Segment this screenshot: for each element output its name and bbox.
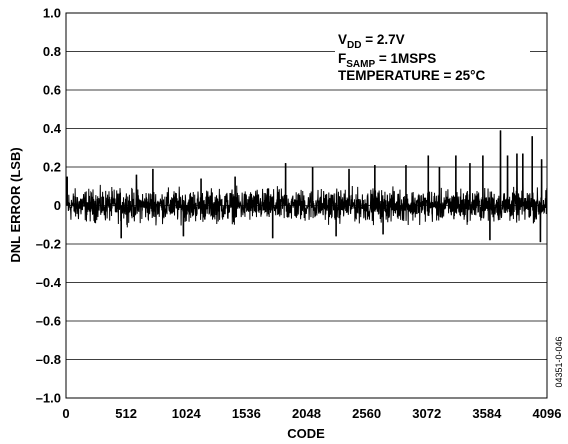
y-tick-label: 0: [54, 198, 61, 213]
dnl-series-line: [65, 130, 548, 243]
y-tick-label: –0.8: [36, 352, 61, 367]
y-tick-label: 0.6: [43, 83, 61, 98]
x-tick-label: 2048: [292, 406, 321, 421]
y-tick-label: –0.2: [36, 237, 61, 252]
y-tick-label: –0.4: [36, 275, 62, 290]
x-tick-label: 512: [115, 406, 137, 421]
y-tick-labels: 1.0 0.8 0.6 0.4 0.2 0 –0.2 –0.4 –0.6 –0.8 –1.0: [36, 6, 62, 406]
fsamp-annotation: FSAMP = 1MSPS: [338, 51, 436, 70]
y-tick-label: –0.6: [36, 314, 61, 329]
x-tick-label: 3584: [472, 406, 502, 421]
figure-id: 04351-0-046: [554, 336, 564, 387]
x-tick-label: 2560: [352, 406, 381, 421]
x-tick-label: 4096: [533, 406, 562, 421]
x-tick-label: 1024: [172, 406, 202, 421]
plot-frame: [65, 12, 548, 399]
vdd-annotation: VDD = 2.7V: [338, 32, 405, 51]
x-tick-label: 3072: [412, 406, 441, 421]
x-tick-label: 1536: [232, 406, 261, 421]
annotation-background: [335, 26, 530, 88]
y-axis-title: DNL ERROR (LSB): [8, 147, 23, 262]
y-tick-label: 0.2: [43, 160, 61, 175]
y-tick-label: 0.4: [43, 121, 62, 136]
y-tick-label: –1.0: [36, 391, 61, 406]
x-tick-label: 0: [62, 406, 69, 421]
temperature-annotation: TEMPERATURE = 25°C: [338, 68, 486, 83]
y-tick-label: 1.0: [43, 6, 61, 21]
x-axis-title: CODE: [287, 426, 325, 441]
x-tick-labels: 0 512 1024 1536 2048 2560 3072 3584 4096: [62, 406, 561, 421]
dnl-trace: [65, 130, 548, 243]
y-tick-label: 0.8: [43, 44, 61, 59]
